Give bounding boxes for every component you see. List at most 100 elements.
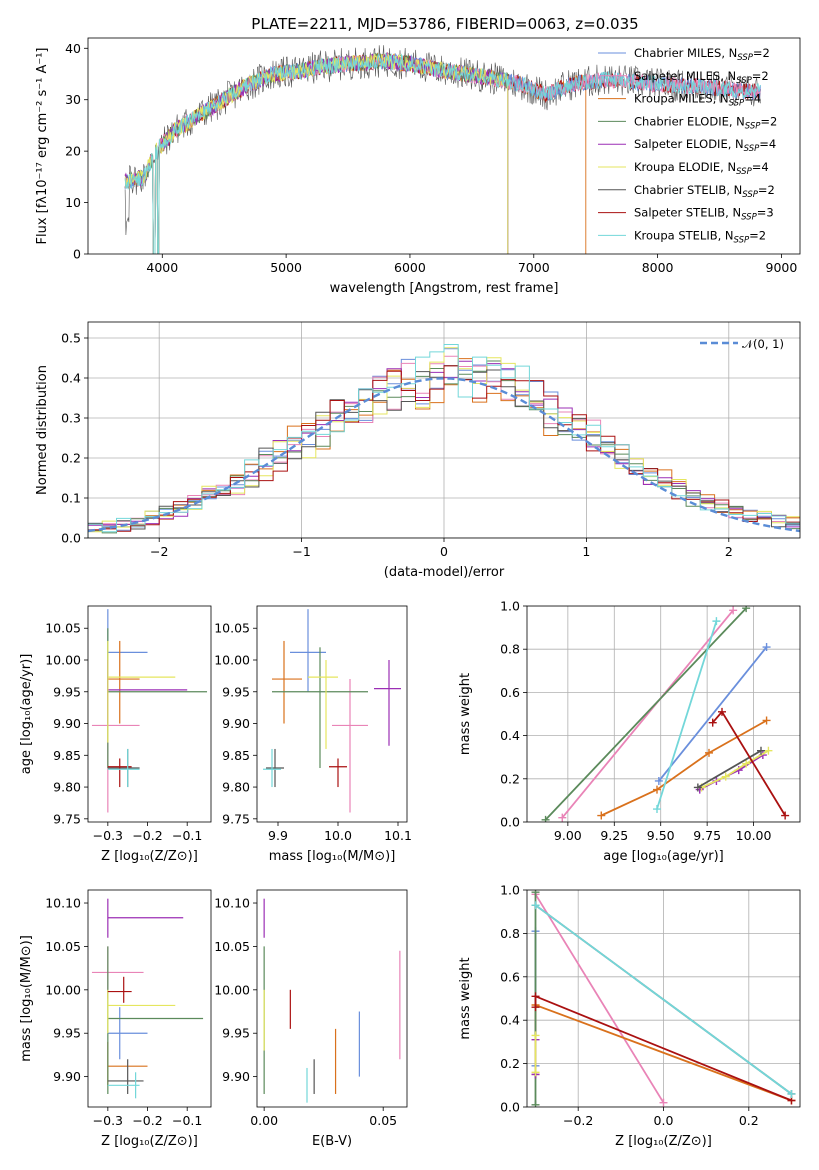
legend-label-chabrier-stelib: Chabrier STELIB: [634, 183, 726, 197]
mass-vs-ebv-x-axis-label: E(B-V): [312, 1134, 352, 1149]
mass-weight-vs-age-series-kroupa-stelib-marker: [653, 805, 661, 814]
spectrum-x-tick-label: 5000: [270, 260, 302, 275]
mass-weight-vs-age-y-tick-label: 0.0: [500, 815, 520, 830]
spectrum-x-tick-label: 4000: [146, 260, 178, 275]
spectrum-y-tick-label: 10: [65, 195, 81, 210]
spectrum-y-axis-label: Flux [fλ10⁻¹⁷ erg cm⁻² s⁻¹ A⁻¹]: [35, 48, 50, 245]
mass-weight-vs-age-series-kroupa-miles-marker: [597, 811, 606, 820]
mass-vs-ebv-y-tick-label: 9.95: [222, 1026, 250, 1041]
legend-nssp-subscript: SSP: [736, 76, 752, 86]
mass-weight-vs-z-y-tick-label: 0.8: [500, 926, 520, 941]
histogram-legend-label: 𝒩(0, 1): [742, 337, 784, 351]
spectrum-y-tick-label: 20: [65, 144, 81, 159]
mass-weight-vs-age-plot-area: [527, 606, 800, 822]
age-vs-mass-y-tick-label: 10.05: [214, 621, 250, 636]
legend-nssp-salpeter-elodie: , NSSP=4: [728, 137, 777, 154]
mass-vs-z-frame: [87, 889, 212, 1108]
spectrum-y-tick-label: 40: [65, 41, 81, 56]
legend-label-salpeter-stelib: Salpeter STELIB: [634, 206, 725, 220]
spectrum-y-tick-label: 30: [65, 92, 81, 107]
mass-weight-vs-z-y-tick-label: 0.6: [500, 969, 520, 984]
spectrum-x-tick-label: 7000: [518, 260, 550, 275]
residual-histogram-y-tick-label: 0.0: [61, 531, 81, 546]
legend-nssp-value: =2: [753, 46, 770, 60]
spectrum-title: PLATE=2211, MJD=53786, FIBERID=0063, z=0…: [251, 15, 638, 33]
mass-weight-vs-z-series-kroupa-stelib-line: [534, 904, 793, 1095]
mass-weight-vs-z-x-tick-label: 0.0: [654, 1113, 674, 1128]
mass-weight-vs-age-y-tick-label: 0.2: [500, 771, 520, 786]
mass-weight-vs-z-y-tick-label: 0.4: [500, 1013, 520, 1028]
age-vs-mass-x-axis-label: mass [log₁₀(M/M⊙)]: [269, 849, 396, 864]
mass-weight-vs-age-series-chabrier-elodie-marker: [742, 606, 751, 613]
age-vs-z-y-tick-label: 10.00: [45, 653, 81, 668]
age-vs-z-errorbar-kroupa-miles: [107, 640, 140, 724]
spectrum-x-tick-label: 6000: [394, 260, 426, 275]
mass-vs-z-errorbar-salpeter-elodie: [107, 898, 184, 938]
mass-weight-vs-age-series-kroupa-stelib-marker: [712, 617, 721, 626]
mass-weight-vs-z-series-chabrier-elodie-marker: [531, 890, 540, 897]
legend-label-kroupa-elodie: Kroupa ELODIE: [634, 160, 720, 174]
mass-weight-vs-age-series-kroupa-elodie-marker: [742, 759, 751, 768]
residual-histogram-y-tick-label: 0.3: [61, 411, 81, 426]
residual-histogram-x-tick-label: 0: [440, 544, 448, 559]
mass-weight-vs-age-series-kroupa-miles-marker: [653, 785, 661, 794]
legend-label-salpeter-elodie: Salpeter ELODIE: [634, 137, 728, 151]
mass-vs-z-errorbar-chabrier-stelib: [107, 1059, 144, 1094]
mass-weight-vs-z-series-salpeter-miles-line: [534, 893, 665, 1104]
legend-nssp-value: =4: [759, 137, 776, 151]
mass-weight-vs-z-x-axis-label: Z [log₁₀(Z/Z⊙)]: [615, 1134, 712, 1149]
residual-histogram-x-tick-label: 1: [582, 544, 590, 559]
spectrum-x-axis-label: wavelength [Angstrom, rest frame]: [330, 281, 559, 296]
mass-weight-vs-age-panel: 9.00 9.25 9.50 9.75 10.00 0.0 0.2 0.4 0.6 0.8 1.0 a…: [458, 599, 801, 864]
legend-nssp-value: =2: [758, 183, 775, 197]
mass-vs-z-y-tick-label: 10.00: [45, 982, 81, 997]
residual-histogram-frame: [87, 321, 801, 539]
residual-histogram-x-tick-label: −2: [150, 544, 168, 559]
mass-weight-vs-z-series-kroupa-stelib-marker: [531, 901, 540, 910]
mass-weight-vs-z-y-tick-label: 0.0: [500, 1100, 520, 1115]
age-vs-mass-y-tick-label: 9.80: [222, 780, 250, 795]
legend-nssp-value: =3: [757, 206, 774, 220]
spectrum-plot-area: [124, 45, 761, 254]
mass-weight-vs-z-y-tick-label: 0.2: [500, 1056, 520, 1071]
mass-weight-vs-age-series-kroupa-miles-marker: [762, 716, 771, 725]
mass-weight-vs-age-x-tick-label: 10.00: [736, 828, 772, 843]
spectrum-x-tick-label: 9000: [766, 260, 798, 275]
legend-label-chabrier-miles: Chabrier MILES: [634, 46, 721, 60]
mass-weight-vs-age-series-chabrier-elodie-marker: [541, 815, 550, 822]
residual-histogram-plot-area: [88, 322, 800, 538]
mass-weight-vs-z-x-tick-label: 0.2: [739, 1113, 759, 1128]
age-vs-z-y-tick-label: 9.75: [53, 811, 81, 826]
mass-weight-vs-age-series-kroupa-elodie-line: [701, 749, 769, 789]
age-vs-mass-errorbar-kroupa-miles: [272, 640, 302, 724]
residual-histogram-y-tick-label: 0.1: [61, 491, 81, 506]
residual-histogram-x-tick-label: 2: [725, 544, 733, 559]
mass-weight-vs-age-x-tick-label: 9.25: [600, 828, 628, 843]
legend-nssp-subscript: SSP: [742, 190, 758, 200]
legend-nssp-chabrier-stelib: , NSSP=2: [726, 183, 775, 200]
age-vs-mass-panel: 9.9 10.0 10.1 9.75 9.80 9.85 9.90 9.95 10.00 10.0…: [214, 605, 412, 864]
residual-histogram-y-tick-label: 0.2: [61, 451, 81, 466]
mass-vs-z-y-tick-label: 9.90: [53, 1069, 81, 1084]
mass-vs-z-y-tick-label: 10.05: [45, 939, 81, 954]
mass-vs-z-errorbar-kroupa-stelib: [107, 1072, 140, 1099]
mass-weight-vs-age-series-chabrier-stelib-line: [697, 749, 762, 789]
mass-weight-vs-age-series-salpeter-stelib-marker: [781, 811, 790, 820]
legend-nssp-subscript: SSP: [734, 235, 750, 245]
mass-vs-z-errorbar-kroupa-elodie: [107, 989, 176, 1034]
mass-weight-vs-z-plot-area: [527, 890, 800, 1107]
mass-vs-z-y-tick-label: 9.95: [53, 1026, 81, 1041]
residual-histogram-panel: −2 −1 0 1 2 0.0 0.1 0.2 0.3 0.4 0.5 (data-model)/er…: [35, 321, 801, 580]
mass-vs-z-x-tick-label: −0.1: [172, 1113, 202, 1128]
legend-nssp-subscript: SSP: [744, 144, 760, 154]
mass-vs-z-y-tick-label: 10.10: [45, 896, 81, 911]
age-vs-z-x-tick-label: −0.2: [132, 828, 162, 843]
normal-reference-curve: [88, 377, 800, 533]
mass-weight-vs-age-series-salpeter-miles-marker: [729, 606, 738, 615]
mass-weight-vs-age-series-salpeter-miles-line: [561, 609, 734, 819]
mass-weight-vs-age-x-tick-label: 9.50: [647, 828, 675, 843]
mass-weight-vs-age-y-tick-label: 0.4: [500, 728, 520, 743]
age-vs-z-errorbar-kroupa-elodie: [107, 640, 176, 743]
age-vs-mass-y-tick-label: 9.90: [222, 716, 250, 731]
mass-weight-vs-age-series-kroupa-miles-marker: [705, 748, 713, 757]
